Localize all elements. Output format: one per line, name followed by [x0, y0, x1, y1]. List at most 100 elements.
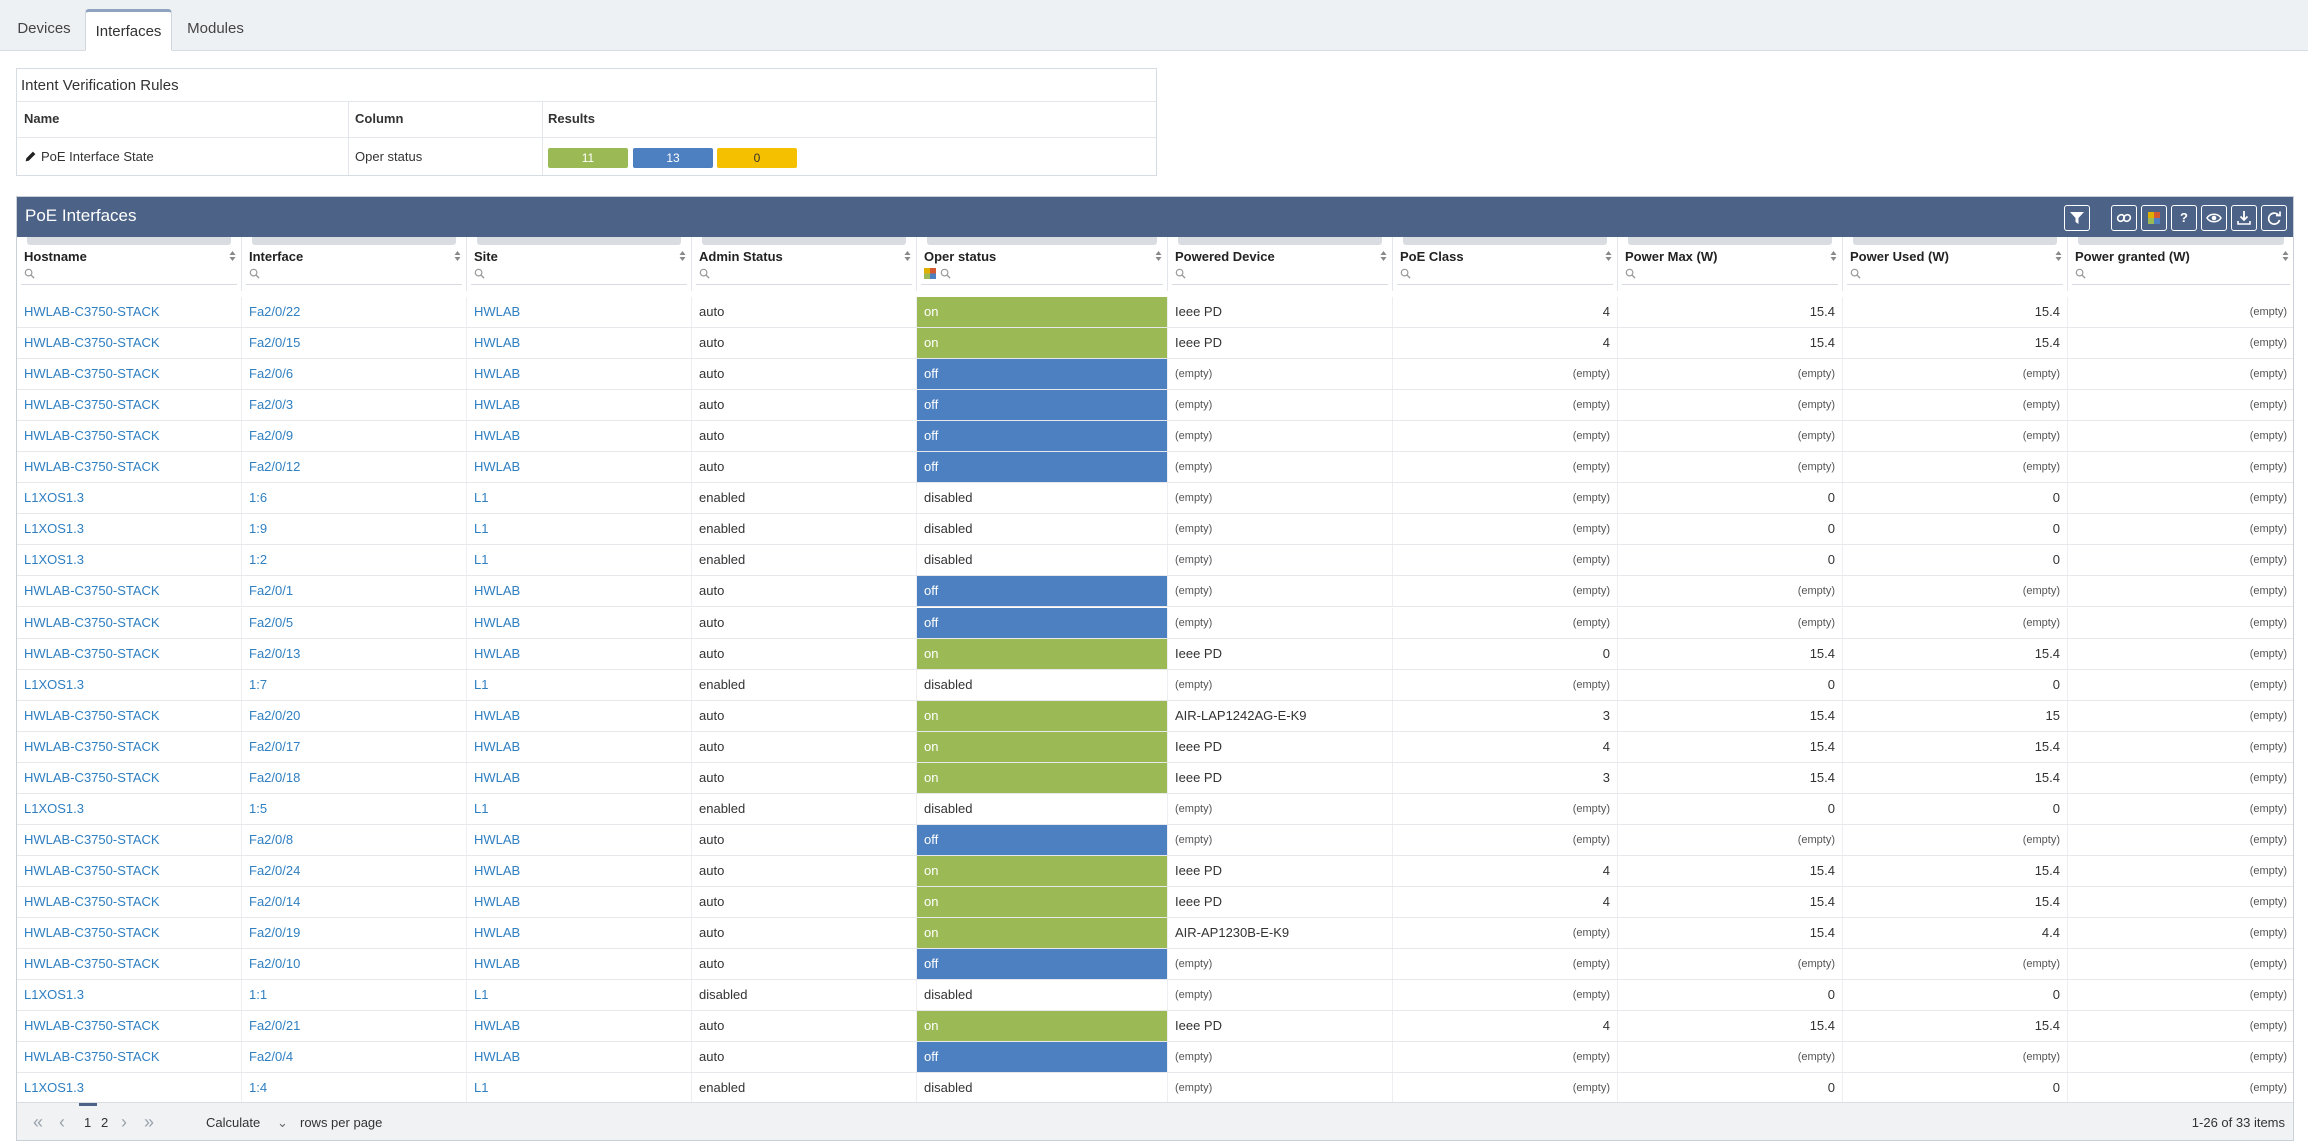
column-header-power-granted-w[interactable]: Power granted (W) [2068, 237, 2293, 291]
cell-site[interactable]: L1 [467, 545, 692, 576]
cell-interface[interactable]: Fa2/0/18 [242, 762, 467, 793]
color-legend-icon[interactable] [2141, 205, 2167, 231]
table-row[interactable]: L1XOS1.3 1:2 L1 enabled disabled (empty) (empt… [17, 545, 2293, 577]
column-header-power-max-w[interactable]: Power Max (W) [1618, 237, 1843, 291]
cell-site[interactable]: L1 [467, 1073, 692, 1104]
cell-site[interactable]: HWLAB [467, 1011, 692, 1042]
table-row[interactable]: HWLAB-C3750-STACK Fa2/0/20 HWLAB auto on AIR-… [17, 700, 2293, 732]
filter-clear-icon[interactable] [2064, 205, 2090, 231]
cell-interface[interactable]: 1:6 [242, 483, 467, 514]
tab-interfaces[interactable]: Interfaces [85, 9, 172, 51]
column-filter-input[interactable] [1397, 265, 1613, 285]
cell-interface[interactable]: Fa2/0/4 [242, 1042, 467, 1073]
cell-interface[interactable]: 1:2 [242, 545, 467, 576]
cell-hostname[interactable]: L1XOS1.3 [17, 793, 242, 824]
table-row[interactable]: HWLAB-C3750-STACK Fa2/0/21 HWLAB auto on Ieee… [17, 1011, 2293, 1043]
sort-icon[interactable] [679, 250, 686, 262]
cell-site[interactable]: L1 [467, 980, 692, 1011]
page-link-1[interactable]: 1 [84, 1115, 92, 1130]
cell-site[interactable]: HWLAB [467, 918, 692, 948]
cell-hostname[interactable]: HWLAB-C3750-STACK [17, 886, 242, 917]
column-drag-handle[interactable] [1178, 237, 1382, 245]
sort-icon[interactable] [1605, 250, 1612, 262]
cell-interface[interactable]: Fa2/0/17 [242, 731, 467, 762]
sort-icon[interactable] [1380, 250, 1387, 262]
column-drag-handle[interactable] [1628, 237, 1832, 245]
cell-hostname[interactable]: HWLAB-C3750-STACK [17, 297, 242, 327]
cell-interface[interactable]: Fa2/0/3 [242, 390, 467, 421]
table-row[interactable]: HWLAB-C3750-STACK Fa2/0/12 HWLAB auto off (em… [17, 452, 2293, 484]
cell-hostname[interactable]: HWLAB-C3750-STACK [17, 390, 242, 421]
result-badge-green[interactable]: 11 [548, 148, 628, 168]
table-row[interactable]: HWLAB-C3750-STACK Fa2/0/14 HWLAB auto on Ieee… [17, 886, 2293, 918]
sort-icon[interactable] [2055, 250, 2062, 262]
cell-interface[interactable]: Fa2/0/15 [242, 328, 467, 359]
cell-hostname[interactable]: HWLAB-C3750-STACK [17, 762, 242, 793]
column-header-power-used-w[interactable]: Power Used (W) [1843, 237, 2068, 291]
table-row[interactable]: HWLAB-C3750-STACK Fa2/0/1 HWLAB auto off (emp… [17, 576, 2293, 608]
column-header-site[interactable]: Site [467, 237, 692, 291]
column-drag-handle[interactable] [1403, 237, 1607, 245]
cell-interface[interactable]: Fa2/0/6 [242, 359, 467, 390]
cell-site[interactable]: HWLAB [467, 421, 692, 452]
cell-hostname[interactable]: HWLAB-C3750-STACK [17, 421, 242, 452]
column-filter-input[interactable] [246, 265, 462, 285]
color-filter-icon[interactable] [924, 268, 936, 279]
table-row[interactable]: HWLAB-C3750-STACK Fa2/0/18 HWLAB auto on Ieee… [17, 762, 2293, 794]
tab-devices[interactable]: Devices [17, 20, 71, 37]
table-row[interactable]: HWLAB-C3750-STACK Fa2/0/24 HWLAB auto on Ieee… [17, 855, 2293, 887]
cell-interface[interactable]: 1:4 [242, 1073, 467, 1104]
cell-site[interactable]: HWLAB [467, 824, 692, 855]
column-drag-handle[interactable] [477, 237, 681, 245]
table-row[interactable]: HWLAB-C3750-STACK Fa2/0/19 HWLAB auto on AIR-… [17, 918, 2293, 949]
column-drag-handle[interactable] [927, 237, 1157, 245]
cell-interface[interactable]: Fa2/0/19 [242, 918, 467, 948]
cell-site[interactable]: HWLAB [467, 1042, 692, 1073]
cell-site[interactable]: HWLAB [467, 731, 692, 762]
result-badge-blue[interactable]: 13 [633, 148, 713, 168]
table-row[interactable]: HWLAB-C3750-STACK Fa2/0/6 HWLAB auto off (emp… [17, 359, 2293, 391]
column-header-admin-status[interactable]: Admin Status [692, 237, 917, 291]
cell-site[interactable]: HWLAB [467, 297, 692, 327]
refresh-icon[interactable] [2261, 205, 2287, 231]
result-badge-yellow[interactable]: 0 [717, 148, 797, 168]
cell-interface[interactable]: Fa2/0/12 [242, 452, 467, 483]
column-filter-input[interactable] [1847, 265, 2063, 285]
table-row[interactable]: L1XOS1.3 1:7 L1 enabled disabled (empty) (empt… [17, 669, 2293, 701]
cell-hostname[interactable]: HWLAB-C3750-STACK [17, 824, 242, 855]
help-icon[interactable]: ? [2171, 205, 2197, 231]
table-row[interactable]: L1XOS1.3 1:4 L1 enabled disabled (empty) (empt… [17, 1073, 2293, 1105]
cell-interface[interactable]: Fa2/0/9 [242, 421, 467, 452]
table-row[interactable]: HWLAB-C3750-STACK Fa2/0/10 HWLAB auto off (em… [17, 949, 2293, 981]
column-header-interface[interactable]: Interface [242, 237, 467, 291]
last-page-icon[interactable]: » [144, 1112, 155, 1132]
eye-icon[interactable] [2201, 205, 2227, 231]
cell-interface[interactable]: Fa2/0/21 [242, 1011, 467, 1042]
cell-interface[interactable]: 1:1 [242, 980, 467, 1011]
column-header-hostname[interactable]: Hostname [17, 237, 242, 291]
column-filter-input[interactable] [2072, 265, 2290, 285]
cell-site[interactable]: HWLAB [467, 359, 692, 390]
cell-site[interactable]: HWLAB [467, 607, 692, 638]
sort-icon[interactable] [229, 250, 236, 262]
table-row[interactable]: HWLAB-C3750-STACK Fa2/0/15 HWLAB auto on Ieee… [17, 328, 2293, 360]
sort-icon[interactable] [454, 250, 461, 262]
cell-site[interactable]: HWLAB [467, 700, 692, 731]
cell-site[interactable]: L1 [467, 669, 692, 700]
first-page-icon[interactable]: « [33, 1112, 44, 1132]
column-drag-handle[interactable] [1853, 237, 2057, 245]
cell-hostname[interactable]: HWLAB-C3750-STACK [17, 731, 242, 762]
cell-site[interactable]: L1 [467, 514, 692, 545]
cell-hostname[interactable]: L1XOS1.3 [17, 1073, 242, 1104]
cell-hostname[interactable]: HWLAB-C3750-STACK [17, 328, 242, 359]
cell-interface[interactable]: Fa2/0/13 [242, 638, 467, 669]
table-row[interactable]: HWLAB-C3750-STACK Fa2/0/5 HWLAB auto off (emp… [17, 607, 2293, 639]
sort-icon[interactable] [2282, 250, 2289, 262]
page-link-2[interactable]: 2 [101, 1115, 109, 1130]
cell-site[interactable]: HWLAB [467, 576, 692, 607]
rows-per-page-select[interactable]: Calculate [206, 1115, 261, 1130]
table-row[interactable]: L1XOS1.3 1:5 L1 enabled disabled (empty) (empt… [17, 793, 2293, 825]
cell-hostname[interactable]: HWLAB-C3750-STACK [17, 855, 242, 886]
cell-site[interactable]: HWLAB [467, 638, 692, 669]
cell-hostname[interactable]: L1XOS1.3 [17, 980, 242, 1011]
